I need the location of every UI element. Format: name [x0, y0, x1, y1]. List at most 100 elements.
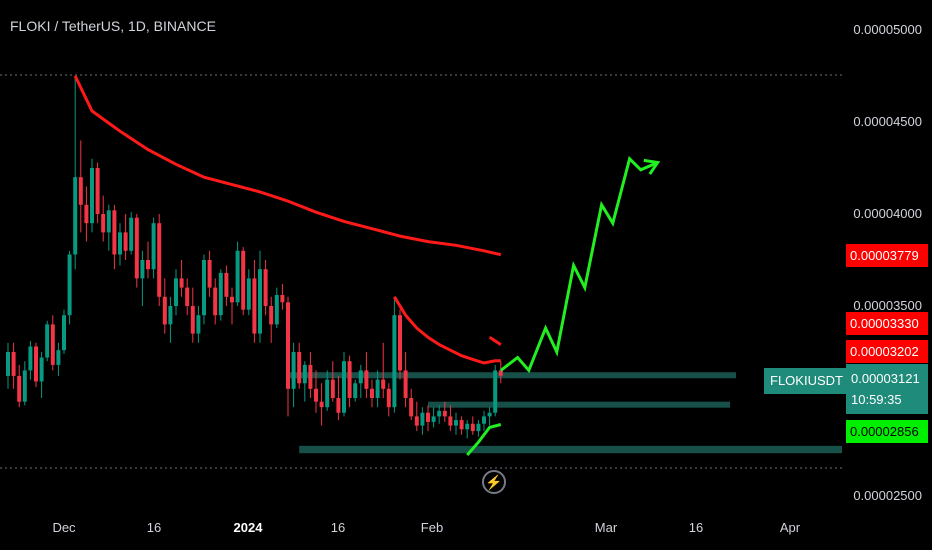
candle-body	[252, 278, 257, 334]
candle-body	[73, 177, 78, 255]
candle-body	[263, 269, 268, 306]
candle-body	[280, 294, 285, 303]
candle-body	[398, 315, 402, 371]
candle-body	[202, 260, 206, 316]
candle-body	[129, 217, 134, 251]
candle-body	[168, 306, 173, 325]
price-label-2: 0.00004000	[853, 206, 922, 221]
candle-body	[241, 250, 246, 310]
candle-body	[50, 324, 55, 365]
candle-body	[123, 232, 128, 251]
candle-body	[90, 168, 94, 224]
candle-body	[392, 315, 397, 408]
candle-body	[269, 306, 274, 325]
candle-body	[118, 232, 122, 255]
candle-body	[286, 302, 290, 389]
candle-body	[459, 420, 464, 430]
candle-body	[358, 370, 363, 384]
candle-body	[174, 278, 178, 306]
candle-body	[224, 272, 229, 297]
time-label-feb: Feb	[420, 520, 444, 535]
last-price-block: 0.00003121 10:59:35	[846, 364, 928, 414]
candle-body	[386, 388, 391, 408]
time-label-16-mar: 16	[688, 520, 704, 535]
candle-body	[213, 287, 218, 316]
candle-body	[134, 217, 139, 279]
candle-body	[370, 388, 374, 398]
candle-body	[308, 364, 313, 389]
ema-long-line	[73, 75, 502, 257]
candle-body	[375, 379, 380, 398]
green-curve-line	[466, 423, 502, 456]
green-level-badge: 0.00002856	[846, 420, 928, 443]
candle-body	[179, 278, 184, 288]
candle-body	[414, 416, 419, 426]
candle-body	[330, 379, 335, 398]
candle-body	[465, 423, 470, 430]
time-label-apr: Apr	[779, 520, 801, 535]
countdown-value: 10:59:35	[851, 392, 902, 407]
candle-body	[420, 412, 425, 426]
price-label-3: 0.00003500	[853, 298, 922, 313]
candle-body	[230, 296, 234, 303]
candle-body	[470, 423, 475, 432]
candle-body	[493, 370, 498, 413]
candle-body	[45, 324, 50, 358]
chart-title: FLOKI / TetherUS, 1D, BINANCE	[10, 18, 216, 34]
price-label-4: 0.00002500	[853, 488, 922, 503]
candle-body	[426, 412, 430, 422]
time-label-dec: Dec	[52, 520, 76, 535]
candle-body	[106, 210, 111, 233]
candle-body	[314, 388, 318, 402]
candle-body	[454, 420, 458, 426]
candle-body	[442, 410, 447, 417]
candle-body	[22, 370, 27, 402]
time-label-mar: Mar	[594, 520, 618, 535]
candle-body	[185, 287, 190, 306]
candle-body	[112, 210, 117, 255]
price-label-1: 0.00004500	[853, 114, 922, 129]
candle-body	[56, 350, 61, 365]
candle-body	[157, 223, 162, 297]
candle-body	[448, 416, 453, 426]
time-label-16-dec: 16	[146, 520, 162, 535]
candle-body	[364, 370, 369, 389]
candle-body	[302, 364, 307, 384]
candle-body	[146, 260, 150, 270]
candle-body	[258, 269, 262, 334]
candle-body	[6, 352, 10, 376]
candle-body	[325, 379, 330, 408]
candle-body	[487, 412, 492, 417]
symbol-badge: FLOKIUSDT	[764, 368, 849, 394]
candle-body	[482, 416, 486, 424]
candle-body	[190, 306, 195, 334]
candle-body	[437, 410, 442, 417]
last-price-value: 0.00003121	[851, 371, 920, 386]
ema-long-badge: 0.00003779	[846, 244, 928, 267]
candle-body	[342, 361, 346, 413]
candle-body	[62, 315, 66, 351]
ema-short-badge: 0.00003202	[846, 340, 928, 363]
high-red-badge: 0.00003330	[846, 312, 928, 335]
candle-body	[207, 260, 212, 288]
candles-group	[6, 76, 503, 439]
candle-body	[403, 370, 408, 398]
ema-short-line	[393, 296, 501, 365]
support-zones	[288, 372, 842, 454]
lightning-icon[interactable]: ⚡	[482, 470, 506, 494]
candle-body	[140, 260, 145, 279]
zone-0	[288, 372, 736, 379]
candle-body	[319, 401, 324, 408]
zone-2	[299, 445, 842, 454]
price-label-0: 0.00005000	[853, 22, 922, 37]
time-label-16-jan: 16	[330, 520, 346, 535]
candle-body	[218, 272, 223, 316]
candle-body	[151, 223, 156, 270]
red-tick-line	[488, 336, 502, 346]
candle-body	[353, 383, 358, 398]
candle-body	[498, 370, 503, 376]
candle-body	[246, 278, 251, 310]
candle-body	[34, 346, 38, 382]
